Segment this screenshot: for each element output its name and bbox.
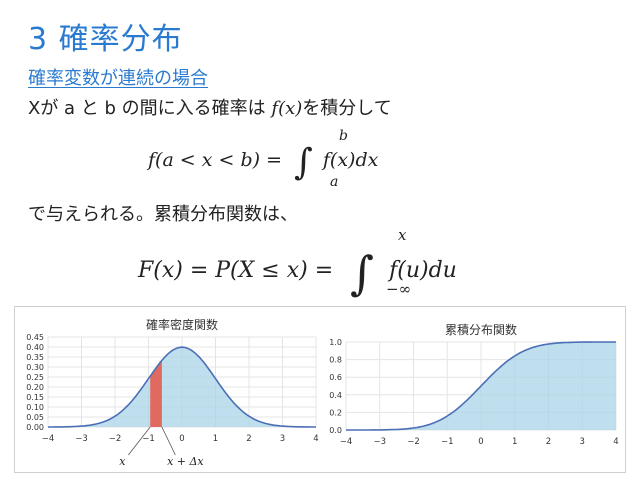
chart1-xtick-label-0: −4 xyxy=(42,434,55,444)
chart2-xtick-label-5: 1 xyxy=(512,437,517,447)
chart1-ytick-label-5: 0.25 xyxy=(26,373,44,382)
chart2-series-line xyxy=(346,341,616,431)
chart1-data-point-12 xyxy=(248,416,249,417)
chart1-data-point-10 xyxy=(215,378,216,379)
chart2-data-point-3 xyxy=(396,429,397,430)
chart1-data-point-13 xyxy=(265,423,266,424)
chart1-xtick-label-3: −1 xyxy=(142,434,155,444)
chart2-data-point-7 xyxy=(464,402,465,403)
chart1-ytick-label-4: 0.20 xyxy=(26,383,44,392)
chart1-data-point-2 xyxy=(81,426,82,427)
chart1-annotation-0: x xyxy=(119,455,126,468)
chart1-xtick-label-8: 4 xyxy=(313,434,318,444)
chart1-data-point-9 xyxy=(198,356,199,357)
chart1-data-point-6 xyxy=(148,378,149,379)
chart1-data-point-5 xyxy=(131,401,132,402)
chart2-title: 累積分布関数 xyxy=(445,322,517,337)
chart1-xtick-label-5: 1 xyxy=(213,434,218,444)
chart1-ytick-label-8: 0.40 xyxy=(26,343,44,352)
chart1-ytick-label-1: 0.05 xyxy=(26,413,44,422)
chart2-xtick-label-1: −3 xyxy=(373,437,386,447)
integral-sign: ∫ xyxy=(294,142,313,183)
eq2-upper-limit: x xyxy=(398,226,407,244)
chart1-annotation-1: x + Δx xyxy=(167,455,204,468)
eq1-lower-limit: a xyxy=(330,174,339,190)
chart2-xtick-label-4: 0 xyxy=(478,437,483,447)
chart1-data-point-16 xyxy=(315,426,316,427)
chart1-data-point-1 xyxy=(64,426,65,427)
slide-title: 3 確率分布 xyxy=(28,22,183,57)
chart2-data-point-9 xyxy=(497,369,498,370)
eq1-lhs: f(a < x < b) = xyxy=(148,149,283,171)
chart1-ytick-label-6: 0.30 xyxy=(26,363,44,372)
chart2-data-point-13 xyxy=(565,342,566,343)
chart1-xtick-label-6: 2 xyxy=(246,434,251,444)
chart1-ytick-label-2: 0.10 xyxy=(26,403,44,412)
eq2-rhs: f(u)du xyxy=(389,258,457,283)
chart1-ytick-label-3: 0.15 xyxy=(26,393,44,402)
chart1-xtick-label-4: 0 xyxy=(179,434,184,444)
chart2-data-point-11 xyxy=(531,347,532,348)
intro-math: f(x) xyxy=(271,98,303,119)
chart1-ytick-label-0: 0.00 xyxy=(26,423,44,432)
chart2-ytick-label-0: 0.0 xyxy=(329,426,342,435)
chart1-data-point-0 xyxy=(47,426,48,427)
chart1-data-point-15 xyxy=(299,426,300,427)
chart2-data-point-12 xyxy=(548,343,549,344)
chart2-ytick-label-3: 0.6 xyxy=(329,373,342,382)
chart1-data-point-3 xyxy=(98,423,99,424)
chart2-data-point-2 xyxy=(379,429,380,430)
chart2-data-point-8 xyxy=(480,385,481,386)
chart1-data-point-14 xyxy=(282,426,283,427)
chart2-xtick-label-7: 3 xyxy=(580,437,585,447)
eq1-upper-limit: b xyxy=(339,128,348,144)
slide-subtitle: 確率変数が連続の場合 xyxy=(28,68,208,89)
chart2-data-point-1 xyxy=(362,429,363,430)
chart2-ytick-label-1: 0.2 xyxy=(329,408,342,417)
intro-text: Xが a と b の間に入る確率は xyxy=(28,98,266,119)
chart2-xtick-label-0: −4 xyxy=(340,437,353,447)
chart1-title: 確率密度関数 xyxy=(146,317,218,332)
chart1-xtick-label-2: −2 xyxy=(109,434,122,444)
chart1-ytick-label-9: 0.45 xyxy=(26,333,44,342)
intro-sentence: Xが a と b の間に入る確率は f(x)を積分して xyxy=(28,94,392,120)
chart1-data-point-11 xyxy=(232,401,233,402)
chart1-data-point-8 xyxy=(181,347,182,348)
chart2-data-point-14 xyxy=(582,342,583,343)
chart2-ytick-label-5: 1.0 xyxy=(329,338,342,347)
chart1-data-point-7 xyxy=(165,356,166,357)
chart2-data-point-5 xyxy=(430,424,431,425)
chart1-area-fill xyxy=(48,347,316,427)
chart1-data-point-4 xyxy=(114,416,115,417)
chart2-data-point-4 xyxy=(413,427,414,428)
chart1-xtick-label-7: 3 xyxy=(280,434,285,444)
chart2-ytick-label-4: 0.8 xyxy=(329,356,342,365)
equation-cdf: F(x) = P(X ≤ x) = ∫ f(u)du xyxy=(138,246,457,300)
chart2-ytick-label-2: 0.4 xyxy=(329,391,342,400)
chart1-annotation-line-1 xyxy=(161,426,176,456)
chart1-ytick-label-7: 0.35 xyxy=(26,353,44,362)
chart1-series-line xyxy=(48,346,316,428)
chart2-data-point-16 xyxy=(615,341,616,342)
chart1-highlight-strip xyxy=(150,360,162,427)
intro-tail: を積分して xyxy=(302,98,392,119)
chart2-xtick-label-6: 2 xyxy=(546,437,551,447)
chart2-data-point-6 xyxy=(447,415,448,416)
integral-sign: ∫ xyxy=(350,246,375,300)
chart2-data-point-15 xyxy=(599,341,600,342)
chart2-xtick-label-8: 4 xyxy=(613,437,618,447)
equation-probability: f(a < x < b) = ∫ f(x)dx xyxy=(148,142,378,183)
chart2-data-point-0 xyxy=(345,429,346,430)
chart1-annotation-line-0 xyxy=(128,426,151,456)
chart1-xtick-label-1: −3 xyxy=(75,434,88,444)
eq2-lhs: F(x) = P(X ≤ x) = xyxy=(138,258,334,283)
eq2-lower-limit: −∞ xyxy=(386,280,412,298)
chart2-data-point-10 xyxy=(514,355,515,356)
chart2-xtick-label-2: −2 xyxy=(407,437,420,447)
eq1-rhs: f(x)dx xyxy=(322,149,379,171)
cdf-sentence: で与えられる。累積分布関数は、 xyxy=(28,204,298,225)
chart2-xtick-label-3: −1 xyxy=(441,437,454,447)
